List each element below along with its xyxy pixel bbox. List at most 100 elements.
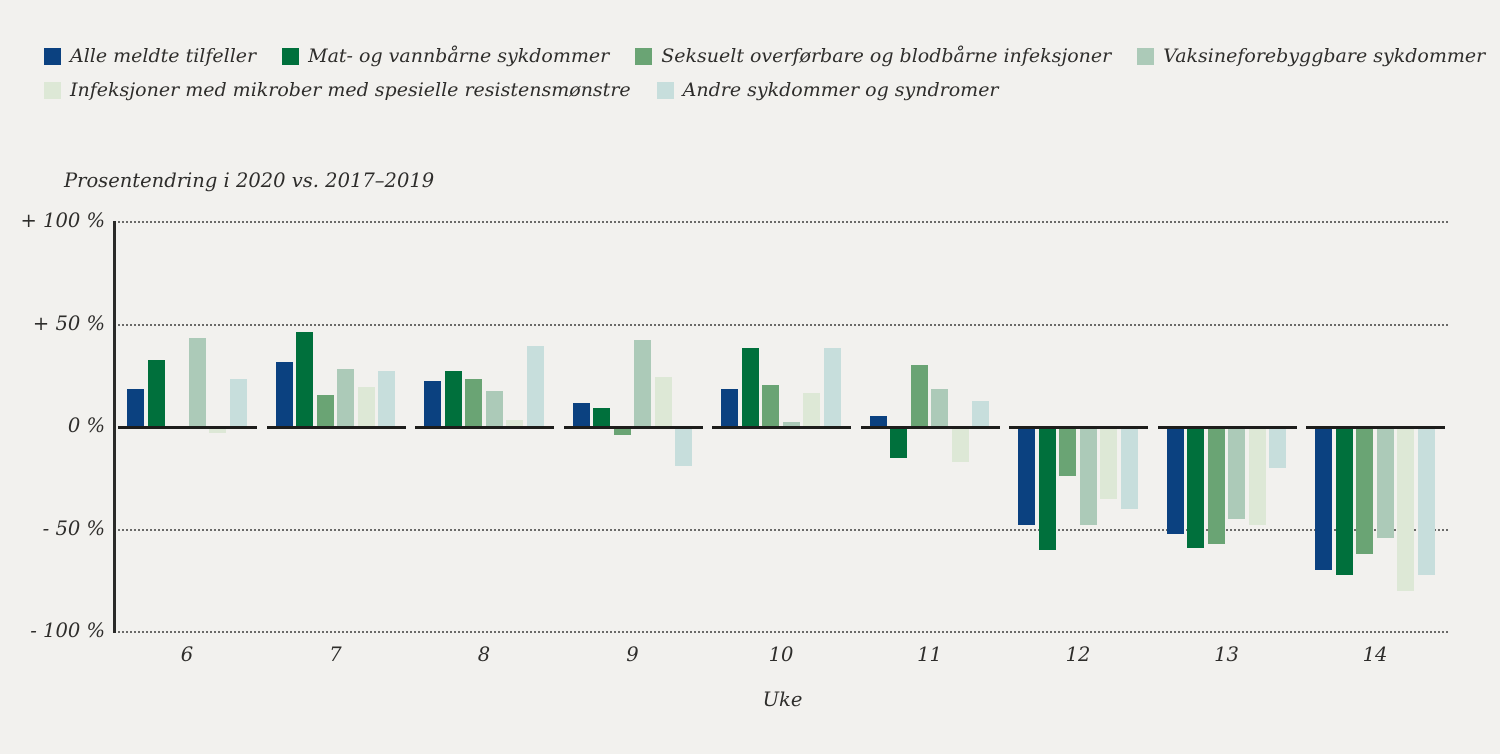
y-axis-line <box>113 221 116 633</box>
x-axis-tick-label: 11 <box>917 643 942 666</box>
bar <box>1018 429 1036 526</box>
x-axis-tick-label: 13 <box>1214 643 1239 666</box>
gridline <box>118 323 1448 326</box>
legend-swatch-icon <box>656 81 674 99</box>
bar <box>972 401 990 426</box>
bar <box>1417 429 1435 575</box>
y-axis-tick-label: - 50 % <box>42 516 105 540</box>
legend-item: Alle meldte tilfeller <box>44 45 256 67</box>
bar <box>506 419 524 426</box>
zero-baseline <box>1157 426 1297 429</box>
legend-row-1: Alle meldte tilfeller Mat- og vannbårne s… <box>44 45 1485 67</box>
zero-baseline <box>563 426 703 429</box>
gridline <box>118 528 1448 531</box>
bar <box>229 378 247 426</box>
legend-label: Seksuelt overførbare og blodbårne infeks… <box>661 45 1112 67</box>
legend-swatch-icon <box>44 47 61 65</box>
bar <box>378 370 396 426</box>
bar <box>188 337 206 426</box>
zero-baseline <box>1306 426 1445 429</box>
bar <box>337 368 355 426</box>
bar <box>1100 429 1118 499</box>
x-axis-tick-label: 14 <box>1362 643 1388 666</box>
legend-item: Seksuelt overførbare og blodbårne infeks… <box>635 45 1111 67</box>
gridline <box>118 221 1448 223</box>
bar <box>951 429 969 462</box>
bar <box>654 376 672 426</box>
bar <box>803 393 821 426</box>
legend-swatch-icon <box>1137 47 1155 65</box>
bar <box>147 360 165 426</box>
y-axis-tick-label: 0 % <box>67 414 105 437</box>
bar <box>890 429 908 458</box>
bar <box>1376 429 1394 538</box>
zero-baseline <box>266 426 406 429</box>
bar <box>296 331 314 426</box>
bar <box>762 385 780 426</box>
bar <box>1315 429 1333 571</box>
bar <box>209 429 227 434</box>
zero-baseline <box>712 426 851 429</box>
bar <box>869 415 887 426</box>
zero-baseline <box>415 426 554 429</box>
x-axis-tick-label: 12 <box>1065 643 1091 666</box>
legend-item: Infeksjoner med mikrober med spesielle r… <box>44 79 631 101</box>
bar <box>424 380 442 426</box>
x-axis-tick-label: 8 <box>477 643 491 666</box>
x-axis-tick-label: 9 <box>626 643 639 666</box>
x-axis-tick-label: 6 <box>180 643 194 666</box>
bar <box>593 407 611 426</box>
bar <box>910 364 928 426</box>
y-axis-tick-label: + 100 % <box>20 209 105 232</box>
legend-label: Mat- og vannbårne sykdommer <box>308 45 610 67</box>
bar <box>675 429 693 466</box>
bar <box>1187 429 1205 548</box>
x-axis-title: Uke <box>762 688 803 711</box>
bar <box>1079 429 1097 526</box>
y-axis-tick-label: - 100 % <box>30 619 105 642</box>
zero-baseline <box>860 426 1000 429</box>
bar <box>1120 429 1138 509</box>
bar <box>127 389 145 426</box>
bar <box>444 370 462 426</box>
y-axis-tick-label: + 50 % <box>32 311 105 335</box>
bar <box>782 421 800 426</box>
bar <box>823 348 841 426</box>
bar <box>572 403 590 426</box>
legend-swatch-icon <box>282 47 300 65</box>
chart-title: Prosentendring i 2020 vs. 2017–2019 <box>64 169 435 192</box>
bar <box>1228 429 1246 520</box>
bar <box>613 429 631 436</box>
zero-baseline <box>1009 426 1148 429</box>
bar <box>1248 429 1266 526</box>
zero-baseline <box>118 426 257 429</box>
bar <box>357 387 375 426</box>
legend-label: Andre sykdommer og syndromer <box>682 79 999 101</box>
x-axis-tick-label: 7 <box>329 643 342 666</box>
bar <box>1207 429 1225 544</box>
legend-item: Mat- og vannbårne sykdommer <box>282 45 609 67</box>
bar <box>741 348 759 426</box>
bar <box>526 346 544 426</box>
legend-swatch-icon <box>635 47 653 65</box>
legend-row-2: Infeksjoner med mikrober med spesielle r… <box>44 79 999 101</box>
bar <box>465 378 483 426</box>
bar <box>1356 429 1374 555</box>
bar <box>1335 429 1353 575</box>
x-axis-tick-label: 10 <box>768 643 794 666</box>
bar <box>275 362 293 426</box>
legend-item: Vaksineforebyggbare sykdommer <box>1137 45 1485 67</box>
legend-label: Alle meldte tilfeller <box>70 45 257 67</box>
legend-item: Andre sykdommer og syndromer <box>656 79 999 101</box>
bar <box>1059 429 1077 477</box>
legend-label: Infeksjoner med mikrober med spesielle r… <box>70 79 631 101</box>
bar <box>1038 429 1056 550</box>
gridline <box>118 631 1448 633</box>
bar <box>316 395 334 426</box>
bar <box>1166 429 1184 534</box>
bar <box>721 389 739 426</box>
bar <box>1397 429 1415 591</box>
bar <box>634 339 652 426</box>
